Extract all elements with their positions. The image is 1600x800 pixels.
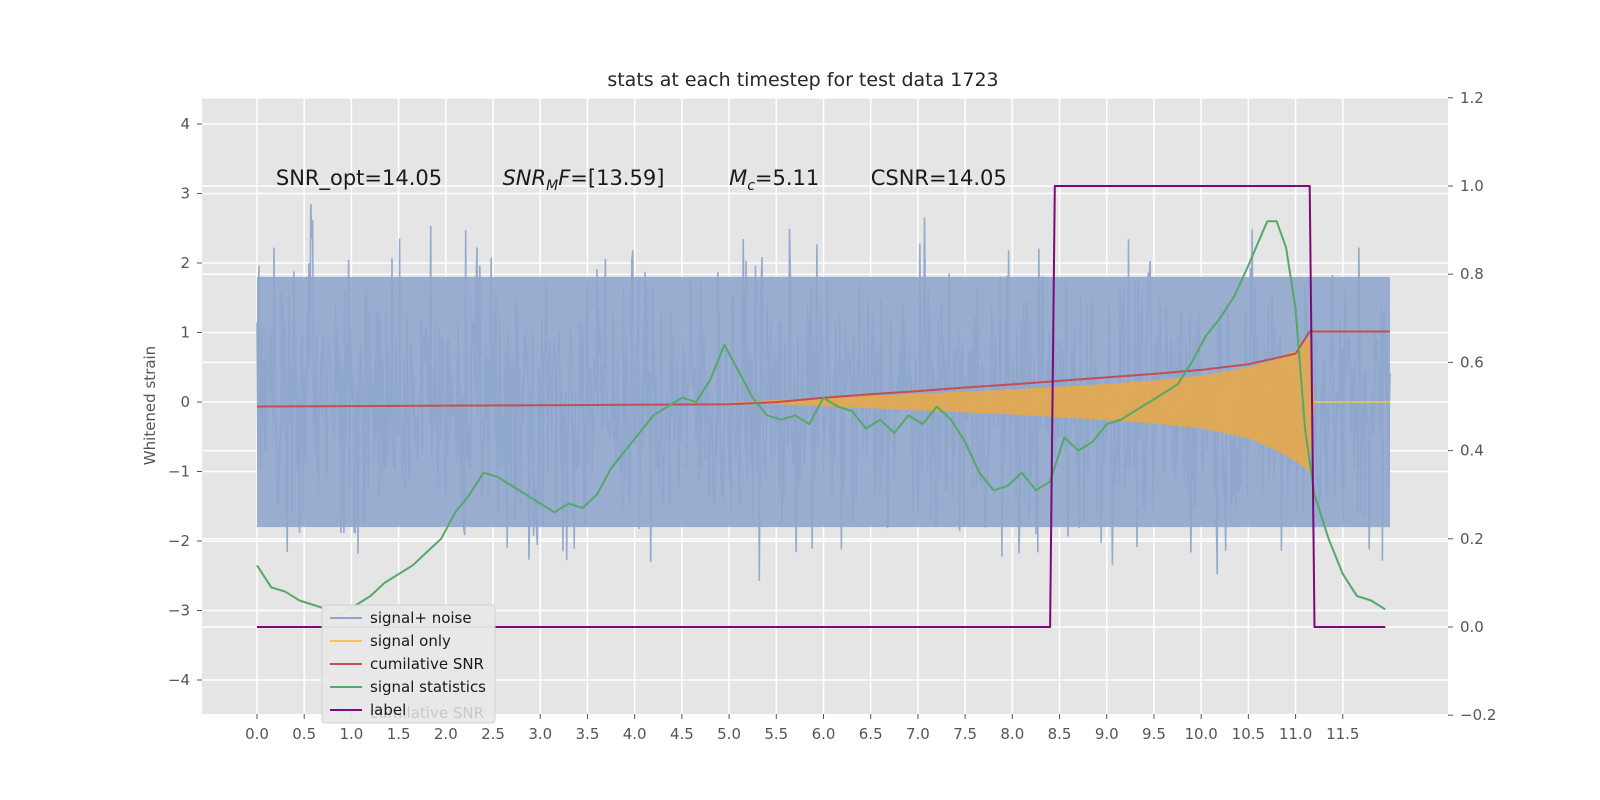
stat-annotations: SNR_opt=14.05 SNRMF=[13.59] Mc=5.11 CSNR=14…: [276, 166, 1007, 194]
x-tick-label: 8.0: [1000, 725, 1024, 743]
x-tick-label: 11.5: [1326, 725, 1359, 743]
series-label: [257, 185, 1386, 628]
x-tick-label: 5.0: [717, 725, 741, 743]
y-tick-label: −2: [168, 532, 190, 550]
stat-annotation: Mc=5.11: [729, 166, 819, 194]
series-signal-statistics: [256, 220, 1386, 615]
y-axis-ticks: 4 3 2 1 0 −1 −2 −3 −4: [168, 115, 202, 689]
y-tick-label: 0: [180, 393, 190, 411]
x-tick-label: 4.0: [623, 725, 647, 743]
y-tick-label: 2: [180, 254, 190, 272]
y2-tick-label: 0.0: [1460, 618, 1484, 636]
legend-label: signal only: [370, 632, 451, 650]
x-tick-label: 5.5: [764, 725, 788, 743]
legend-label: cumilative SNR: [370, 655, 484, 673]
x-tick-label: 4.5: [670, 725, 694, 743]
y-tick-label: −3: [168, 602, 190, 620]
x-tick-label: 0.5: [292, 725, 316, 743]
y-tick-label: −4: [168, 671, 190, 689]
x-tick-label: 10.5: [1232, 725, 1265, 743]
y2-tick-label: 0.6: [1460, 353, 1484, 371]
x-tick-label: 2.0: [434, 725, 458, 743]
legend-label: signal+ noise: [370, 609, 472, 627]
y2-tick-label: 1.0: [1460, 177, 1484, 195]
y-tick-label: −1: [168, 463, 190, 481]
x-tick-label: 6.5: [859, 725, 883, 743]
x-tick-label: 9.5: [1142, 725, 1166, 743]
series-cumilative-snr: [256, 330, 1390, 408]
y2-tick-label: 1.2: [1460, 89, 1484, 107]
x-tick-label: 7.0: [906, 725, 930, 743]
stat-annotation: SNR_opt=14.05: [276, 166, 442, 191]
x-tick-label: 9.0: [1095, 725, 1119, 743]
stat-annotation: CSNR=14.05: [871, 166, 1007, 190]
x-tick-label: 1.0: [339, 725, 363, 743]
x-tick-label: 3.5: [576, 725, 600, 743]
y2-tick-label: −0.2: [1460, 706, 1496, 724]
x-tick-label: 7.5: [953, 725, 977, 743]
y2-axis-ticks: 1.2 1.0 0.8 0.6 0.4 0.2 0.0 −0.2: [1448, 89, 1496, 724]
legend-hidden-text: cumilative SNR: [370, 704, 484, 722]
x-tick-label: 8.5: [1048, 725, 1072, 743]
legend: cumilative SNR signal+ noise signal only cu…: [321, 604, 496, 724]
x-tick-label: 1.5: [387, 725, 411, 743]
x-tick-label: 0.0: [245, 725, 269, 743]
y2-tick-label: 0.2: [1460, 530, 1484, 548]
x-tick-label: 3.0: [528, 725, 552, 743]
series-layer: [256, 185, 1391, 628]
y-tick-label: 1: [180, 324, 190, 342]
chart-title: stats at each timestep for test data 172…: [607, 69, 998, 91]
y2-tick-label: 0.4: [1460, 442, 1484, 460]
x-axis-ticks: 0.0 0.5 1.0 1.5 2.0 2.5 3.0 3.5 4.0 4.5 5.0 5.5 6.0 6…: [245, 714, 1359, 743]
legend-box: [321, 604, 496, 724]
y-tick-label: 4: [180, 115, 190, 133]
x-tick-label: 2.5: [481, 725, 505, 743]
x-tick-label: 6.0: [812, 725, 836, 743]
series-signal-only: [729, 336, 1315, 472]
x-tick-label: 11.0: [1279, 725, 1312, 743]
legend-label: label: [370, 701, 406, 719]
y-axis-label: Whitened strain: [141, 346, 159, 465]
legend-label: signal statistics: [370, 678, 486, 696]
stat-annotation: SNRMF=[13.59]: [502, 166, 664, 194]
y2-tick-label: 0.8: [1460, 265, 1484, 283]
y-tick-label: 3: [180, 185, 190, 203]
x-tick-label: 10.0: [1184, 725, 1217, 743]
